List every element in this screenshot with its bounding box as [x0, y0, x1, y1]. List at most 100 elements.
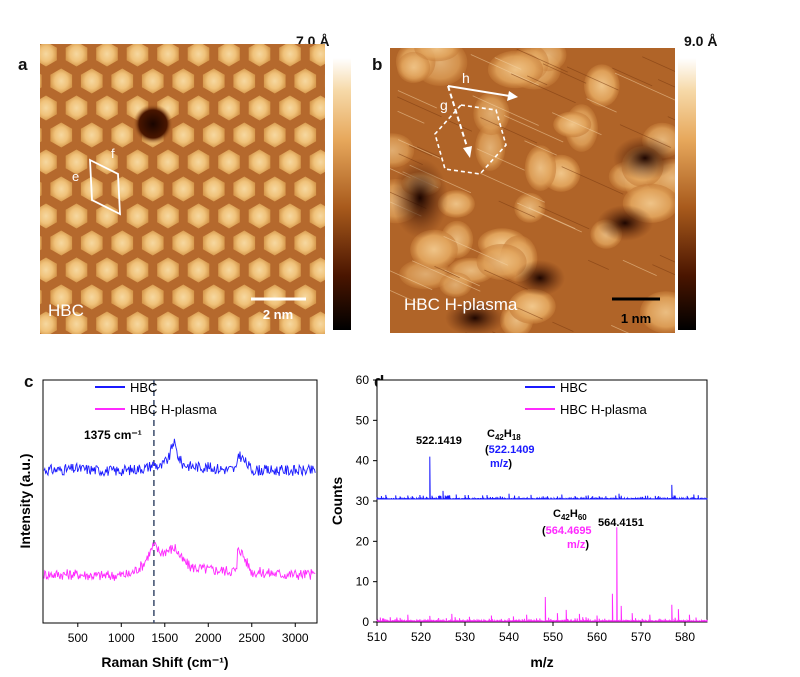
- molecule-blob: [202, 122, 225, 148]
- molecule-blob: [309, 311, 325, 334]
- molecule-blob: [96, 311, 118, 334]
- raman-x-tick-label: 3000: [282, 631, 309, 645]
- scan-streak: [476, 148, 525, 171]
- molecule-blob: [126, 203, 149, 229]
- scan-streak: [552, 321, 574, 332]
- molecule-blob: [248, 203, 271, 229]
- molecule-blob: [40, 235, 42, 251]
- raman-x-tick-label: 2000: [195, 631, 222, 645]
- molecule-blob: [279, 203, 301, 229]
- panel-label-a: a: [18, 55, 28, 74]
- scan-streak: [443, 236, 509, 266]
- molecule-blob: [279, 44, 301, 67]
- peak1-formula: C42H18: [487, 428, 521, 442]
- molecule-blob: [65, 311, 88, 334]
- molecule-blob: [218, 95, 240, 121]
- stm-image-a: f e HBC 2 nm: [40, 44, 325, 334]
- molecule-blob: [126, 44, 149, 67]
- scan-streak: [538, 205, 590, 230]
- scan-streak: [390, 270, 433, 291]
- scan-streak: [652, 264, 675, 276]
- molecule-blob: [187, 95, 210, 121]
- molecule-blob: [202, 176, 225, 202]
- scan-streak: [494, 57, 522, 70]
- molecule-blob: [40, 203, 57, 229]
- molecule-blob: [65, 203, 88, 229]
- molecule-blob: [80, 284, 103, 310]
- legend-label-hplasma: HBC H-plasma: [130, 402, 217, 417]
- molecule-blob: [126, 311, 149, 334]
- ms-series-hplasma: [376, 527, 708, 622]
- ms-y-tick-label: 50: [356, 413, 370, 427]
- raman-plot-frame: [42, 379, 318, 624]
- scan-streak: [657, 79, 675, 88]
- vector-h: [447, 85, 511, 97]
- peak2-calc: (564.4695: [542, 525, 592, 537]
- scan-streak: [587, 259, 609, 270]
- molecule-blob: [233, 68, 256, 94]
- molecule-blob: [248, 311, 271, 334]
- scan-streak: [517, 202, 582, 233]
- molecule-blob: [96, 44, 118, 67]
- molecule-blob: [397, 51, 431, 84]
- molecule-blob: [40, 257, 57, 283]
- molecule-blob: [111, 284, 134, 310]
- panel-label-c: c: [24, 372, 34, 391]
- molecule-blob: [65, 44, 88, 67]
- molecule-blob: [263, 230, 286, 256]
- scan-streak: [611, 325, 630, 333]
- molecule-blob: [279, 257, 301, 283]
- molecule-blob: [233, 230, 256, 256]
- scan-streak: [498, 200, 536, 218]
- molecule-blob: [50, 284, 73, 310]
- molecule-blob: [65, 257, 88, 283]
- molecule-blob: [50, 230, 73, 256]
- molecule-blob: [172, 230, 195, 256]
- molecule-blob: [279, 95, 301, 121]
- ms-ylabel: Counts: [329, 477, 345, 525]
- molecule-blob: [218, 44, 240, 67]
- molecule-blob: [157, 311, 179, 334]
- molecule-blob: [279, 149, 301, 175]
- ms-x-tick-label: 550: [543, 630, 563, 644]
- peak2-unit: m/z): [567, 539, 589, 551]
- scan-streak: [614, 72, 675, 101]
- molecule-blob: [187, 44, 210, 67]
- scan-streak: [472, 95, 539, 126]
- molecule-blob: [80, 68, 103, 94]
- molecule-blob: [233, 122, 256, 148]
- scan-streak: [390, 290, 417, 303]
- legend-label-hbc: HBC: [130, 380, 157, 395]
- molecule-blob: [111, 230, 134, 256]
- mass-spectrum-chart: 510 520 530 540 550 560 570 580 0 10 20 30 40 50 60 HB…: [329, 373, 708, 670]
- molecule-blob: [294, 122, 317, 148]
- molecule-blob: [279, 311, 301, 334]
- molecule-blob: [172, 176, 195, 202]
- molecule-blob: [187, 149, 210, 175]
- scan-streak: [480, 117, 538, 144]
- molecule-blob: [126, 257, 149, 283]
- molecule-blob: [640, 291, 675, 333]
- molecule-blob: [65, 149, 88, 175]
- molecule-blob: [187, 257, 210, 283]
- molecule-blob: [172, 122, 195, 148]
- molecule-blob: [126, 149, 149, 175]
- molecule-blob: [476, 243, 527, 280]
- raman-x-tick-label: 500: [68, 631, 88, 645]
- vector-label-e: e: [72, 169, 79, 184]
- molecule-blob: [410, 229, 458, 270]
- color-scale-bar-a: [333, 58, 351, 330]
- molecule-blob: [248, 95, 271, 121]
- molecule-blob: [294, 284, 317, 310]
- molecule-blob: [96, 149, 118, 175]
- molecule-blob: [524, 145, 557, 191]
- scan-streak: [552, 112, 602, 136]
- molecule-blob: [263, 122, 286, 148]
- ms-y-tick-label: 10: [356, 575, 370, 589]
- molecule-blob: [263, 284, 286, 310]
- raman-series-hbc: [43, 438, 316, 477]
- molecule-blob: [40, 311, 57, 334]
- peak1-unit: m/z): [490, 458, 512, 470]
- molecule-blob: [248, 257, 271, 283]
- scan-streak: [397, 110, 425, 124]
